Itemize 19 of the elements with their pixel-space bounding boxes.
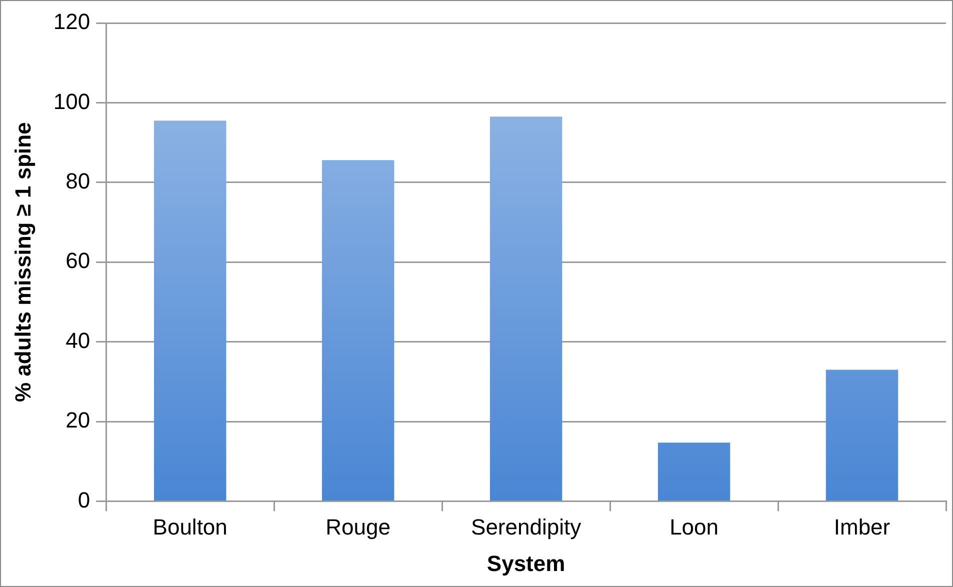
x-tick-label: Boulton — [152, 514, 228, 540]
y-axis-title: % adults missing ≥ 1 spine — [10, 122, 36, 402]
y-tick-label: 120 — [53, 9, 90, 34]
bar — [154, 120, 226, 500]
bar — [322, 160, 394, 500]
x-tick-label: Serendipity — [471, 514, 582, 540]
x-tick-label: Rouge — [326, 514, 390, 540]
y-tick-label: 20 — [66, 408, 90, 433]
y-tick-label: 60 — [66, 248, 90, 274]
y-tick-label: 100 — [53, 88, 90, 114]
y-tick-label: 40 — [66, 328, 90, 353]
y-tick-label: 80 — [66, 168, 90, 194]
bar — [826, 370, 898, 500]
bar — [490, 116, 562, 500]
bar — [658, 442, 730, 500]
x-tick-label: Imber — [834, 514, 890, 540]
y-tick-label: 0 — [78, 487, 90, 512]
x-axis-title: System — [486, 550, 566, 576]
x-tick-label: Loon — [670, 514, 719, 540]
